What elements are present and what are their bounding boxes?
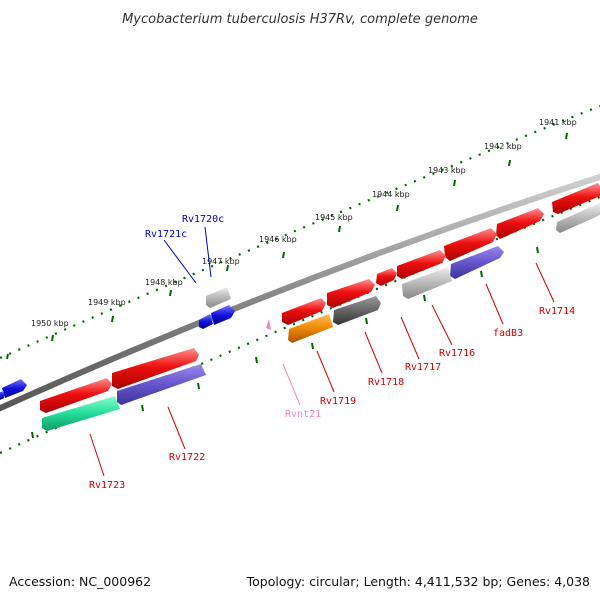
gene-fadb3-arrow [444,228,497,261]
label-rv1722[interactable]: Rv1722 [169,452,205,463]
scale-label-1941: 1941 kbp [539,118,577,127]
gene-rv1720c-arrow [206,287,231,308]
gene-rv1723-arrow [40,378,112,413]
leader-rvnt21 [282,363,301,406]
scale-label-1948: 1948 kbp [145,278,183,287]
accession-text: Accession: NC_000962 [9,574,151,589]
gene-rvnt21-marker [266,319,271,330]
scale-label-1945: 1945 kbp [315,213,353,222]
label-rv1718[interactable]: Rv1718 [368,377,404,388]
gene-rv1719-arrow [282,298,326,325]
gene-blue-left-edge [0,391,4,400]
gene-rv1721c-small [199,314,213,329]
map-title: Mycobacterium tuberculosis H37Rv, comple… [122,12,478,27]
gene-rv1722-arrow [112,348,199,389]
scale-label-1950: 1950 kbp [31,319,69,328]
label-rv1721c[interactable]: Rv1721c [145,229,187,240]
outer-major-ticks [6,132,568,360]
outer-track-small-genes [0,287,235,400]
gene-rv1714-arrow [552,183,600,214]
scale-label-1942: 1942 kbp [484,142,522,151]
label-rv1720c[interactable]: Rv1720c [182,214,224,225]
inner-major-ticks [31,246,539,439]
gene-rv1718-inner [333,296,381,325]
leader-rv1722 [167,406,186,450]
leader-rv1720c [204,226,212,278]
leader-rv1716 [431,304,453,346]
gene-rv1719-inner [288,314,333,343]
leader-rv1717 [400,316,420,360]
label-leader-lines [89,226,555,477]
leader-rv1714 [535,262,555,303]
scale-labels: 1941 kbp 1942 kbp 1943 kbp 1944 kbp 1945… [31,118,577,328]
label-rv1717[interactable]: Rv1717 [405,362,441,373]
leader-rv1718 [364,331,383,374]
gene-rv1715-arrow [496,208,544,239]
scale-label-1949: 1949 kbp [88,298,126,307]
forward-strand-genes [40,183,600,413]
gene-rv1722-inner [117,364,206,405]
leader-rv1721c [163,239,197,284]
gene-rv1721c-arrow [211,305,235,325]
label-rvnt21[interactable]: Rvnt21 [285,409,321,420]
leader-rv1723 [89,433,105,477]
leader-rv1719 [316,350,335,393]
scale-label-1947: 1947 kbp [202,257,240,266]
label-rv1714[interactable]: Rv1714 [539,306,575,317]
genome-backbone [0,173,600,412]
leader-fadb3 [485,283,504,325]
gene-rv1716-inner [402,267,452,299]
label-rv1723[interactable]: Rv1723 [89,480,125,491]
label-rv1719[interactable]: Rv1719 [320,396,356,407]
gene-blue-left [2,379,27,398]
label-rv1716[interactable]: Rv1716 [439,348,475,359]
scale-label-1946: 1946 kbp [259,235,297,244]
gene-gray-inner-1 [556,203,600,233]
label-fadb3[interactable]: fadB3 [493,328,523,339]
genome-summary-text: Topology: circular; Length: 4,411,532 bp… [246,574,590,589]
gene-fadb3-inner [450,246,504,279]
gene-labels: Rv1720c Rv1721c Rv1714 fadB3 Rv1716 Rv17… [89,214,575,491]
scale-label-1944: 1944 kbp [372,190,410,199]
gene-rv1723-inner [42,396,120,431]
gene-rv1718-arrow [327,279,375,308]
gene-rv1716-arrow [397,250,446,279]
reverse-strand-genes [42,203,600,431]
gene-rv1717-arrow [376,268,397,286]
scale-label-1943: 1943 kbp [428,166,466,175]
